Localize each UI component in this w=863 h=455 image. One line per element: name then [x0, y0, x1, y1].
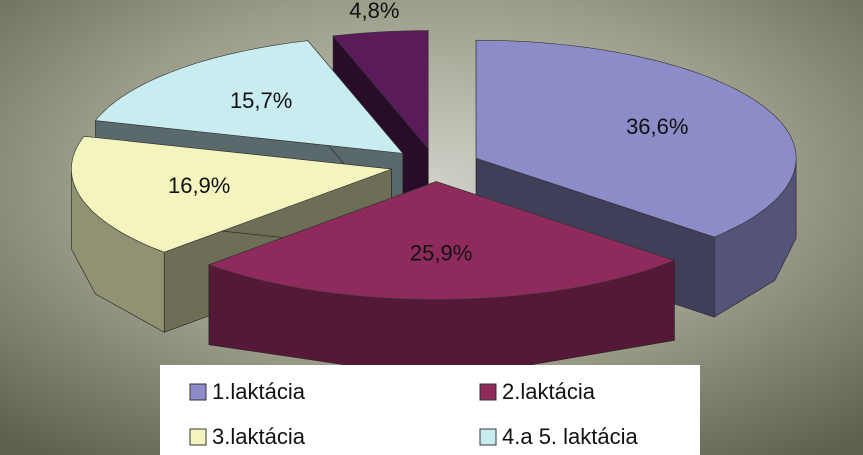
legend-swatch	[480, 429, 496, 445]
chart: 36,6% 25,9% 16,9% 15,7% 4,8% 1.laktácia 2.lak…	[0, 0, 863, 455]
legend-swatch	[190, 429, 206, 445]
legend-swatch	[480, 384, 496, 400]
legend-label: 1.laktácia	[212, 379, 306, 404]
data-label: 15,7%	[230, 88, 292, 113]
data-label: 4,8%	[349, 0, 399, 23]
legend-label: 4.a 5. laktácia	[502, 424, 639, 449]
legend-swatch	[190, 384, 206, 400]
data-label: 25,9%	[410, 241, 472, 266]
page: {"chart_data": {"type": "pie3d", "catego…	[0, 0, 863, 455]
data-label: 16,9%	[168, 173, 230, 198]
data-label: 36,6%	[626, 114, 688, 139]
legend-label: 3.laktácia	[212, 424, 306, 449]
legend-label: 2.laktácia	[502, 379, 596, 404]
